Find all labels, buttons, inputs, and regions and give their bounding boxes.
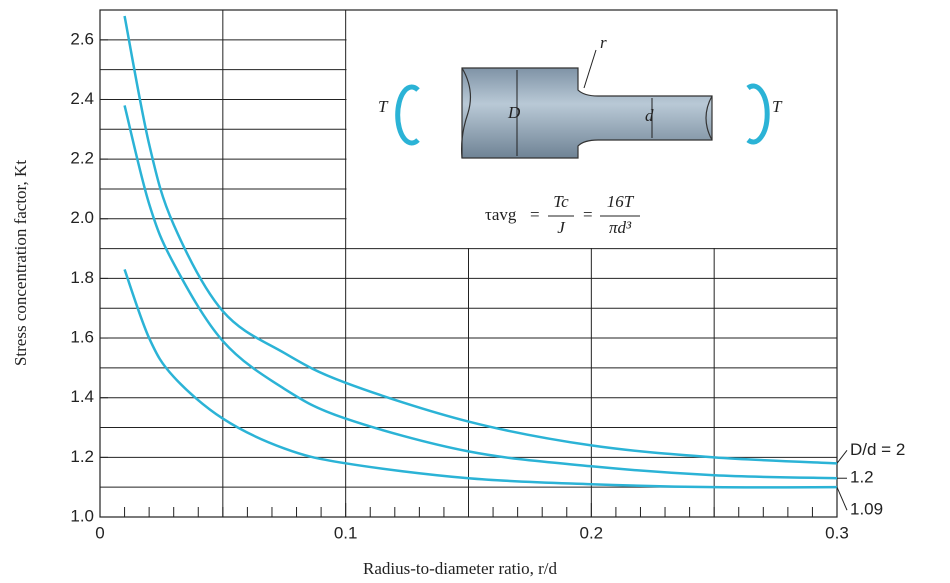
x-tick-label: 0.3 [825, 523, 849, 542]
inset-label: T [772, 97, 783, 116]
y-tick-label: 2.4 [70, 89, 94, 108]
leader-line [837, 487, 847, 510]
x-tick-label: 0 [95, 523, 104, 542]
y-tick-label: 1.6 [70, 328, 94, 347]
y-tick-label: 1.8 [70, 268, 94, 287]
series-label: 1.2 [850, 468, 874, 487]
inset-label: D [507, 103, 521, 122]
y-tick-label: 1.2 [70, 447, 94, 466]
inset-label: T [378, 97, 389, 116]
leader-line [837, 450, 847, 463]
x-tick-label: 0.1 [334, 523, 358, 542]
series-label: D/d = 2 [850, 440, 905, 459]
y-tick-label: 2.0 [70, 208, 94, 227]
series-label: 1.09 [850, 500, 883, 519]
y-tick-label: 1.0 [70, 506, 94, 525]
formula: τavg [485, 205, 517, 224]
formula: Tc [553, 192, 569, 211]
formula: = [530, 205, 540, 224]
chart: T D r d T τavg = Tc J = 16T πd³ 00.10.20… [0, 0, 950, 583]
x-tick-label: 0.2 [580, 523, 604, 542]
y-axis-title: Stress concentration factor, Kt [11, 160, 30, 366]
x-axis-title: Radius-to-diameter ratio, r/d [363, 559, 558, 578]
y-tick-label: 2.2 [70, 149, 94, 168]
inset-label: d [645, 106, 654, 125]
formula: πd³ [609, 218, 632, 237]
formula: = [583, 205, 593, 224]
formula: 16T [607, 192, 635, 211]
y-tick-label: 1.4 [70, 387, 94, 406]
y-tick-label: 2.6 [70, 29, 94, 48]
inset-label: r [600, 33, 607, 52]
